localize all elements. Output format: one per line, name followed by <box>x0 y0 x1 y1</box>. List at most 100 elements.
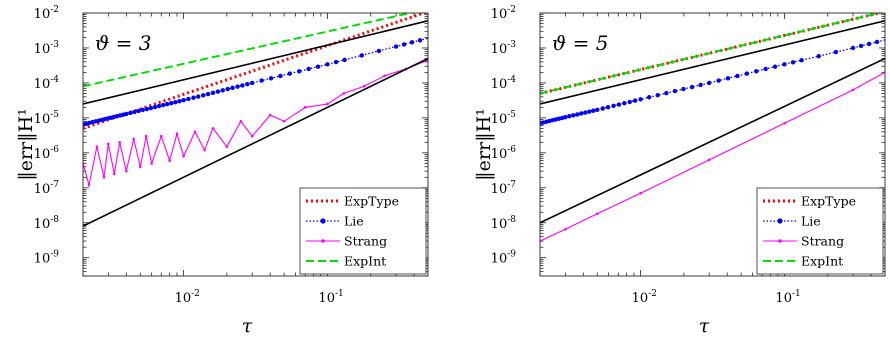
data-point-strang <box>107 142 110 146</box>
data-point-lie <box>587 109 592 114</box>
data-point-lie <box>632 98 638 103</box>
data-point-lie <box>333 59 339 65</box>
data-point-lie <box>567 114 572 119</box>
data-point-strang <box>203 148 206 152</box>
data-point-strang <box>182 154 185 158</box>
data-point-lie <box>215 89 221 94</box>
y-tick-label: 10-6 <box>34 145 60 162</box>
legend-marker-lie <box>777 218 783 224</box>
data-point-strang <box>211 127 215 130</box>
legend-label-lie: Lie <box>801 214 821 229</box>
legend-marker-strang <box>321 239 325 243</box>
data-point-lie <box>575 112 580 117</box>
data-point-strang <box>282 119 286 123</box>
data-point-strang <box>175 132 179 136</box>
data-point-lie <box>152 104 158 110</box>
data-point-lie <box>315 64 321 69</box>
data-point-strang <box>595 212 599 216</box>
plot-frame <box>82 12 429 277</box>
data-point-lie <box>278 73 283 79</box>
data-point-strang <box>168 159 171 162</box>
data-point-lie <box>325 62 330 67</box>
series-line-strang <box>540 71 885 242</box>
data-point-lie <box>655 93 660 98</box>
data-point-strang <box>138 165 142 169</box>
chart-panel-2: 10-9 10-8 10-7 10-6 10-5 10-4 10-3 10-2 10-2 10-1… <box>473 5 886 337</box>
data-point-strang <box>250 134 254 138</box>
y-tick-label: 10-9 <box>34 250 60 267</box>
legend-label-exptype: ExpType <box>801 194 856 209</box>
series-line-expint <box>83 13 415 88</box>
data-point-lie <box>707 80 712 86</box>
y-tick-label: 10-7 <box>34 180 60 197</box>
y-tick-label: 10-3 <box>491 40 517 57</box>
data-point-strang <box>87 183 91 187</box>
series-group <box>540 13 885 243</box>
data-point-strang <box>95 145 99 148</box>
y-tick-label: 10-5 <box>491 110 517 127</box>
legend-label-expint: ExpInt <box>344 254 386 269</box>
data-point-lie <box>250 80 255 86</box>
x-tick-label: 10-2 <box>175 289 200 306</box>
data-point-lie <box>799 58 804 63</box>
data-point-lie <box>816 53 821 59</box>
data-point-lie <box>858 43 864 49</box>
data-point-lie <box>850 45 856 51</box>
data-point-lie <box>306 66 311 72</box>
reference-slope-line <box>540 20 885 105</box>
data-point-lie <box>165 101 170 107</box>
y-tick-label: 10-3 <box>34 40 60 57</box>
legend-label-strang: Strang <box>344 234 387 249</box>
x-tick-label: 10-2 <box>632 289 657 306</box>
data-point-strang <box>326 102 329 106</box>
data-point-strang <box>783 121 786 125</box>
data-point-lie <box>287 71 293 76</box>
data-point-lie <box>359 53 364 58</box>
data-point-lie <box>833 49 839 55</box>
data-point-lie <box>230 85 235 91</box>
data-point-lie <box>140 107 145 113</box>
y-tick-label: 10-6 <box>491 145 517 162</box>
data-point-lie <box>782 62 787 67</box>
data-point-lie <box>156 103 162 109</box>
data-point-lie <box>177 98 182 104</box>
data-point-strang <box>342 92 346 95</box>
data-point-lie <box>754 69 759 74</box>
y-tick-label: 10-8 <box>491 215 517 232</box>
data-point-lie <box>622 101 627 106</box>
data-point-lie <box>579 111 584 116</box>
data-point-lie <box>646 95 652 100</box>
reference-slope-line <box>83 20 428 105</box>
data-point-lie <box>611 103 616 109</box>
data-point-lie <box>866 41 872 47</box>
data-point-lie <box>205 91 211 97</box>
data-point-lie <box>409 40 415 45</box>
data-point-lie <box>342 57 347 63</box>
data-point-strang <box>159 134 163 138</box>
data-point-strang <box>112 172 116 176</box>
data-point-lie <box>191 95 196 100</box>
data-point-strang <box>239 119 243 123</box>
y-tick-label: 10-4 <box>491 75 517 92</box>
data-point-strang <box>144 134 148 138</box>
data-point-strang <box>193 130 197 134</box>
data-point-lie <box>245 81 250 87</box>
data-point-lie <box>132 109 137 115</box>
legend: ExpType Lie Strang ExpInt <box>756 187 884 275</box>
legend-marker-lie <box>320 218 326 224</box>
data-point-lie <box>144 106 149 112</box>
data-point-lie <box>124 111 129 117</box>
data-point-lie <box>417 38 423 43</box>
data-point-lie <box>196 94 201 99</box>
data-point-lie <box>181 98 186 103</box>
data-point-strang <box>225 145 229 148</box>
y-tick-label: 10-9 <box>491 250 517 267</box>
reference-slope-line <box>83 57 428 227</box>
data-point-strang <box>639 191 642 195</box>
data-point-lie <box>600 106 605 111</box>
y-tick-label: 10-5 <box>34 110 60 127</box>
x-axis-label: τ <box>242 315 253 337</box>
data-point-lie <box>595 107 600 113</box>
data-point-lie <box>689 84 695 90</box>
data-point-lie <box>136 108 141 114</box>
